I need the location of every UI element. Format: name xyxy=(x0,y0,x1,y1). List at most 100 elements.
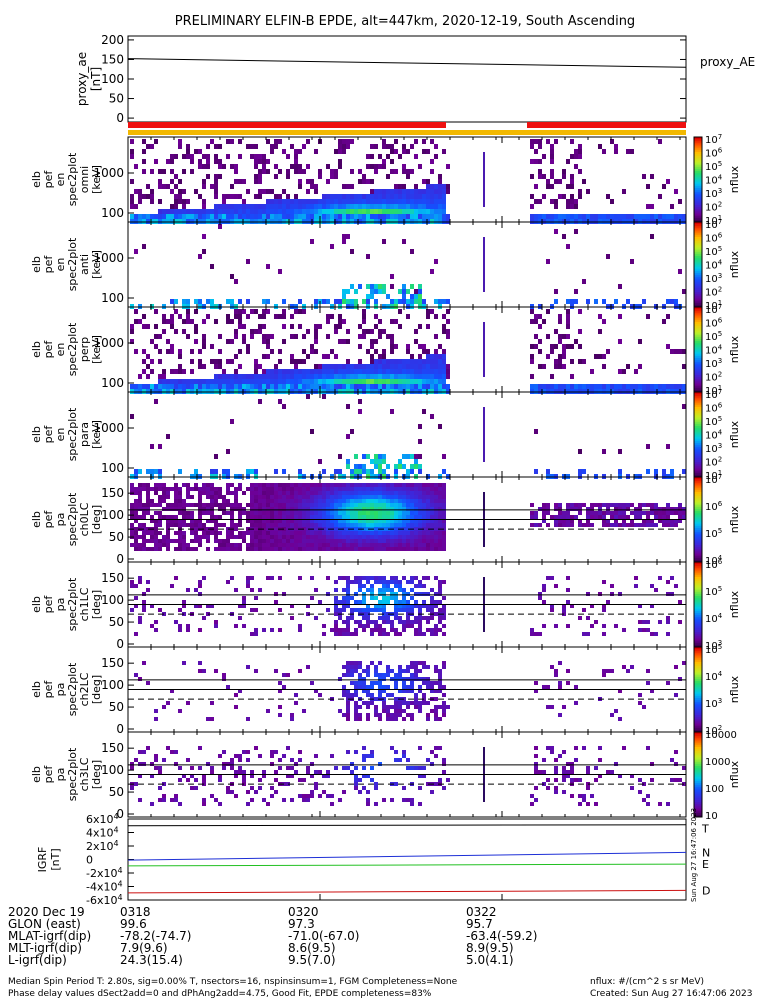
spectrogram-cell xyxy=(550,214,554,219)
spectrogram-cell xyxy=(438,359,442,364)
spectrogram-cell xyxy=(330,384,334,389)
spectrogram-cell xyxy=(350,519,354,523)
spectrogram-cell xyxy=(254,499,258,503)
spectrogram-cell xyxy=(302,535,306,539)
spectrogram-cell xyxy=(618,515,622,519)
spectrogram-cell xyxy=(362,374,366,379)
spectrogram-cell xyxy=(230,762,234,766)
spectrogram-cell xyxy=(422,204,426,209)
spectrogram-cell xyxy=(162,515,166,519)
spectrogram-cell xyxy=(226,685,230,689)
spectrogram-cell xyxy=(618,284,622,289)
spectrogram-cell xyxy=(186,628,190,632)
spectrogram-cell xyxy=(230,384,234,389)
spectrogram-cell xyxy=(254,531,258,535)
spectrogram-cell xyxy=(414,184,418,189)
spectrogram-cell xyxy=(194,379,198,384)
spectrogram-cell xyxy=(370,491,374,495)
spectrogram-cell xyxy=(410,535,414,539)
spectrogram-cell xyxy=(282,495,286,499)
spectrogram-cell xyxy=(354,495,358,499)
spectrogram-cell xyxy=(162,329,166,334)
spectrogram-cell xyxy=(330,364,334,369)
spectrogram-cell xyxy=(206,539,210,543)
colorbar-segment xyxy=(694,387,702,391)
spectrogram-cell xyxy=(282,324,286,329)
spectrogram-cell xyxy=(422,507,426,511)
spectrogram-cell xyxy=(378,329,382,334)
spectrogram-cell xyxy=(354,620,358,624)
spectrogram-cell xyxy=(434,531,438,535)
spectrogram-cell xyxy=(222,495,226,499)
spectrogram-cell xyxy=(334,354,338,359)
spectrogram-cell xyxy=(430,543,434,547)
spectrogram-cell xyxy=(274,139,278,144)
spectrogram-cell xyxy=(358,364,362,369)
spectrogram-cell xyxy=(366,616,370,620)
spectrogram-cell xyxy=(238,194,242,199)
colorbar-segment xyxy=(694,202,702,206)
spectrogram-cell xyxy=(290,543,294,547)
spectrogram-cell xyxy=(226,762,230,766)
spectrogram-cell xyxy=(342,239,346,244)
spectrogram-cell xyxy=(290,539,294,543)
spectrogram-cell xyxy=(290,334,294,339)
spectrogram-cell xyxy=(370,144,374,149)
spectrogram-cell xyxy=(342,531,346,535)
spectrogram-cell xyxy=(202,535,206,539)
colorbar-segment xyxy=(694,500,702,503)
spectrogram-cell xyxy=(254,204,258,209)
spectrogram-cell xyxy=(530,511,534,515)
spectrogram-cell xyxy=(326,204,330,209)
spectrogram-cell xyxy=(374,454,378,459)
spectrogram-cell xyxy=(142,369,146,374)
spectrogram-cell xyxy=(282,685,286,689)
spectrogram-cell xyxy=(242,204,246,209)
spectrogram-cell xyxy=(222,503,226,507)
spectrogram-cell xyxy=(386,515,390,519)
spectrogram-cell xyxy=(370,294,374,299)
spectrogram-cell xyxy=(230,503,234,507)
spectrogram-cell xyxy=(214,364,218,369)
spectrogram-cell xyxy=(418,189,422,194)
spectrogram-cell xyxy=(414,620,418,624)
spectrogram-cell xyxy=(434,539,438,543)
spectrogram-cell xyxy=(178,539,182,543)
spectrogram-cell xyxy=(186,701,190,705)
spectrogram-cell xyxy=(198,539,202,543)
spectrogram-cell xyxy=(210,519,214,523)
spectrogram-cell xyxy=(338,499,342,503)
spectrogram-cell xyxy=(350,204,354,209)
spectrogram-cell xyxy=(418,511,422,515)
spectrogram-cell xyxy=(410,665,414,669)
spectrogram-cell xyxy=(370,499,374,503)
spectrogram-cell xyxy=(338,519,342,523)
spectrogram-cell xyxy=(178,469,182,474)
spectrogram-cell xyxy=(386,503,390,507)
spectrogram-cell xyxy=(370,179,374,184)
spectrogram-cell xyxy=(186,199,190,204)
spectrogram-cell xyxy=(266,299,270,304)
spectrogram-cell xyxy=(382,454,386,459)
spectrogram-cell xyxy=(438,705,442,709)
spectrogram-cell xyxy=(318,495,322,499)
spectrogram-cell xyxy=(214,454,218,459)
spectrogram-cell xyxy=(650,204,654,209)
spectrogram-cell xyxy=(350,503,354,507)
spectrogram-cell xyxy=(398,543,402,547)
spectrogram-cell xyxy=(398,701,402,705)
spectrogram-cell xyxy=(570,174,574,179)
spectrogram-cell xyxy=(426,677,430,681)
spectrogram-cell xyxy=(206,507,210,511)
spectrogram-cell xyxy=(198,661,202,665)
spectrogram-cell xyxy=(282,511,286,515)
spectrogram-cell xyxy=(318,487,322,491)
spectrogram-cell xyxy=(270,539,274,543)
spectrogram-cell xyxy=(530,632,534,636)
spectrogram-cell xyxy=(398,154,402,159)
spectrogram-cell xyxy=(294,214,298,219)
colorbar-tick-label: 107 xyxy=(705,388,722,401)
colorbar-segment xyxy=(694,695,702,699)
spectrogram-cell xyxy=(338,199,342,204)
spectrogram-cell xyxy=(418,519,422,523)
